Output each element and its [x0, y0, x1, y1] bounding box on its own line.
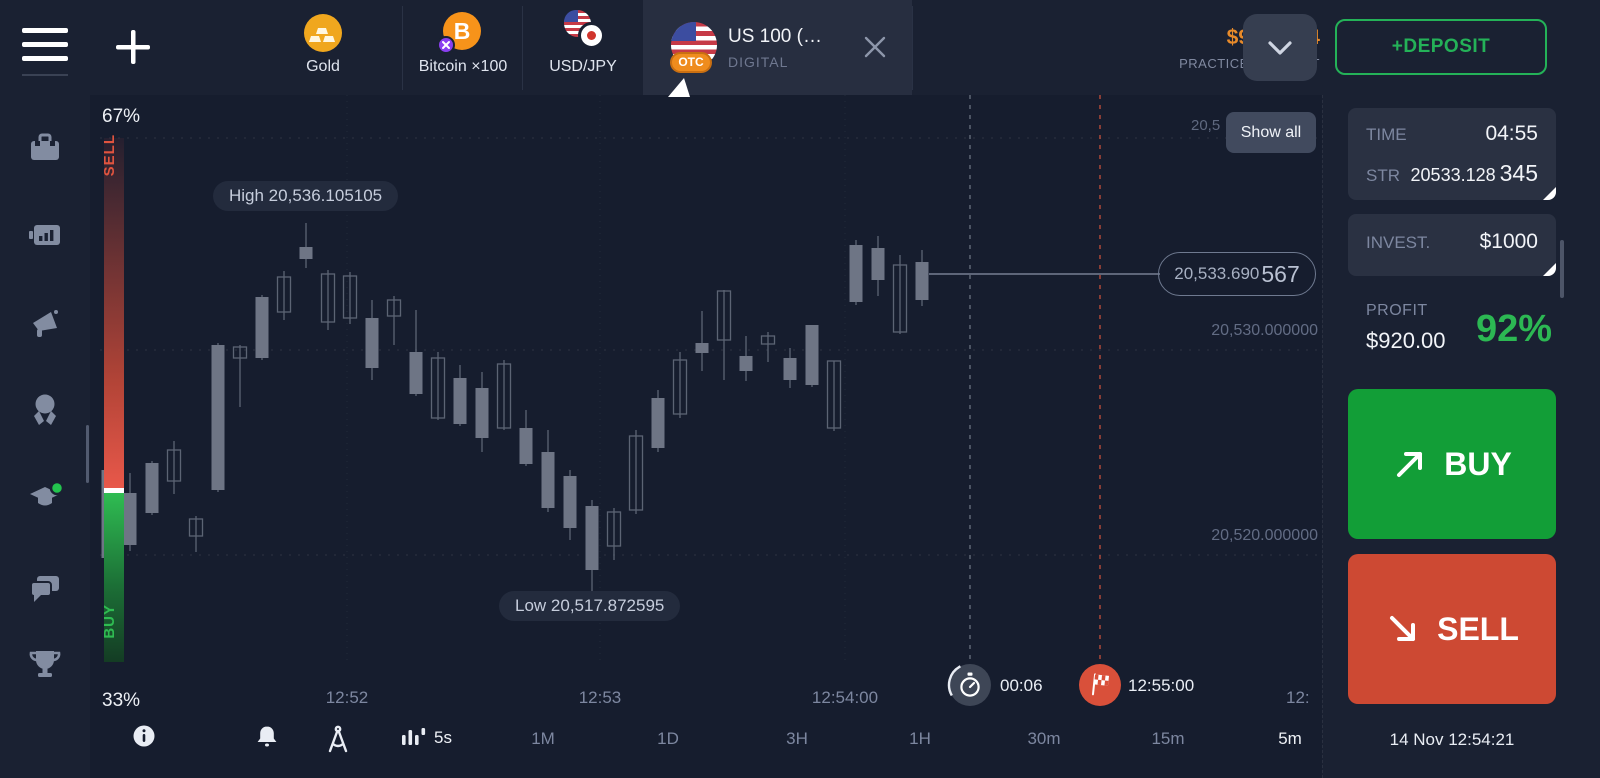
divider: [522, 6, 523, 90]
time-strike-card[interactable]: TIME 04:55 STR 20533.128 345: [1348, 108, 1556, 200]
time-value: 04:55: [1485, 122, 1538, 145]
panel-scrollbar[interactable]: [1560, 240, 1564, 298]
card-corner-fold-icon: [1543, 263, 1556, 276]
tab-gold-label: Gold: [306, 58, 340, 75]
profit-percent: 92%: [1475, 308, 1552, 350]
otc-badge: OTC: [670, 52, 712, 73]
strike-value: 20533.128: [1410, 165, 1496, 185]
gauge-separator: [104, 488, 124, 493]
timeframe-15m[interactable]: 15m: [1151, 729, 1185, 748]
add-asset-button[interactable]: [112, 26, 154, 68]
invest-label: INVEST.: [1366, 233, 1431, 252]
hamburger-menu-icon[interactable]: [22, 28, 68, 70]
arrow-down-right-icon: [1390, 616, 1416, 641]
chevron-down-icon: [1268, 40, 1292, 55]
close-tab-icon[interactable]: [861, 33, 889, 61]
y-axis-label: 20,520.000000: [1211, 527, 1318, 544]
timeframe-1M[interactable]: 1M: [531, 729, 555, 748]
stopwatch-icon: [960, 672, 980, 697]
market-analysis-chart-icon[interactable]: [27, 217, 63, 253]
current-price-tag: 20,533.690 567: [1158, 252, 1316, 296]
mouse-cursor-icon: [668, 78, 690, 97]
asset-tab-bar: Gold B Bitcoin ×100 USD/JPY: [90, 0, 1600, 97]
portfolio-briefcase-icon[interactable]: [27, 130, 63, 166]
x-axis-label: 12:52: [325, 688, 369, 707]
timeframe-1D[interactable]: 1D: [657, 729, 679, 748]
time-label: TIME: [1366, 125, 1407, 144]
card-corner-fold-icon: [1543, 187, 1556, 200]
balance-dropdown-button[interactable]: [1243, 14, 1317, 81]
arrow-up-right-icon: [1397, 452, 1423, 477]
sell-button-label: SELL: [1437, 610, 1519, 647]
current-datetime: 14 Nov 12:54:21: [1389, 730, 1515, 749]
tournaments-trophy-icon[interactable]: [27, 645, 63, 681]
investment-card[interactable]: INVEST. $1000: [1348, 214, 1556, 276]
tab-us100-active[interactable]: OTC US 100 (… DIGITAL: [643, 0, 912, 97]
buy-gauge-label: BUY: [101, 604, 118, 639]
timeframe-30m[interactable]: 30m: [1027, 729, 1061, 748]
checkered-flag-icon: [1091, 673, 1110, 696]
deposit-button[interactable]: +DEPOSIT: [1335, 19, 1547, 75]
current-price-tail: 567: [1261, 260, 1300, 287]
tab-gold[interactable]: Gold: [263, 0, 383, 95]
tab-bitcoin-label: Bitcoin ×100: [418, 58, 508, 75]
promotions-megaphone-icon[interactable]: [27, 304, 63, 340]
x-axis-label: 12:54:00: [811, 688, 879, 707]
invest-value: $1000: [1479, 230, 1538, 253]
low-price-annotation: Low 20,517.872595: [499, 591, 681, 621]
high-price-annotation: High 20,536.105105: [213, 181, 399, 211]
profit-label: PROFIT: [1366, 302, 1428, 319]
sell-gauge-label: SELL: [101, 134, 118, 177]
current-timeframe-label[interactable]: 5s: [434, 728, 452, 747]
education-graduation-cap-icon[interactable]: [27, 477, 63, 513]
strike-label: STR: [1366, 166, 1400, 185]
alerts-bell-icon[interactable]: [254, 724, 280, 750]
divider: [22, 74, 68, 76]
japan-flag-mini-icon: [578, 22, 605, 49]
buy-button[interactable]: BUY: [1348, 389, 1556, 539]
divider: [402, 6, 403, 90]
tab-bitcoin[interactable]: B Bitcoin ×100: [403, 0, 522, 95]
active-asset-title: US 100 (…: [728, 26, 822, 47]
profit-value: $920.00: [1366, 328, 1446, 353]
divider: [912, 6, 913, 90]
active-asset-subtitle: DIGITAL: [728, 54, 789, 70]
buy-sentiment-gauge: [104, 493, 124, 662]
purchase-deadline-badge: [947, 662, 993, 708]
strike-value-tail: 345: [1499, 160, 1538, 186]
sidebar-scrollbar[interactable]: [86, 425, 89, 483]
current-price-main: 20,533.690: [1174, 264, 1260, 283]
tab-usdjpy[interactable]: USD/JPY: [523, 0, 643, 95]
x-axis-label: 12:: [1286, 688, 1310, 707]
expiration-badge: [1079, 664, 1121, 706]
gold-ingots-icon: [304, 14, 342, 52]
y-axis-label: 20,530.000000: [1211, 322, 1318, 339]
expiration-time-label: 12:55:00: [1128, 676, 1195, 695]
buy-button-label: BUY: [1444, 445, 1512, 482]
multiplier-x-badge-icon: [437, 36, 455, 54]
drawing-compass-icon[interactable]: [324, 724, 352, 754]
achievements-medal-icon[interactable]: [27, 390, 63, 426]
chat-support-icon[interactable]: [27, 570, 63, 606]
info-icon[interactable]: [132, 724, 156, 748]
sidebar: [0, 0, 90, 778]
timeframe-1H[interactable]: 1H: [909, 729, 931, 748]
timeframe-5m[interactable]: 5m: [1278, 729, 1302, 748]
sell-sentiment-gauge: [104, 138, 124, 488]
sell-percent-label: 67%: [102, 106, 141, 127]
timeframe-3H[interactable]: 3H: [786, 729, 808, 748]
x-axis-label: 12:53: [578, 688, 622, 707]
chart-type-bars-icon[interactable]: [402, 727, 428, 749]
sell-button[interactable]: SELL: [1348, 554, 1556, 704]
buy-percent-label: 33%: [102, 690, 141, 711]
y-axis-label-partial: 20,5: [1191, 117, 1221, 134]
purchase-deadline-countdown: 00:06: [1000, 676, 1043, 695]
tab-usdjpy-label: USD/JPY: [549, 58, 617, 75]
show-all-button[interactable]: Show all: [1226, 112, 1316, 153]
